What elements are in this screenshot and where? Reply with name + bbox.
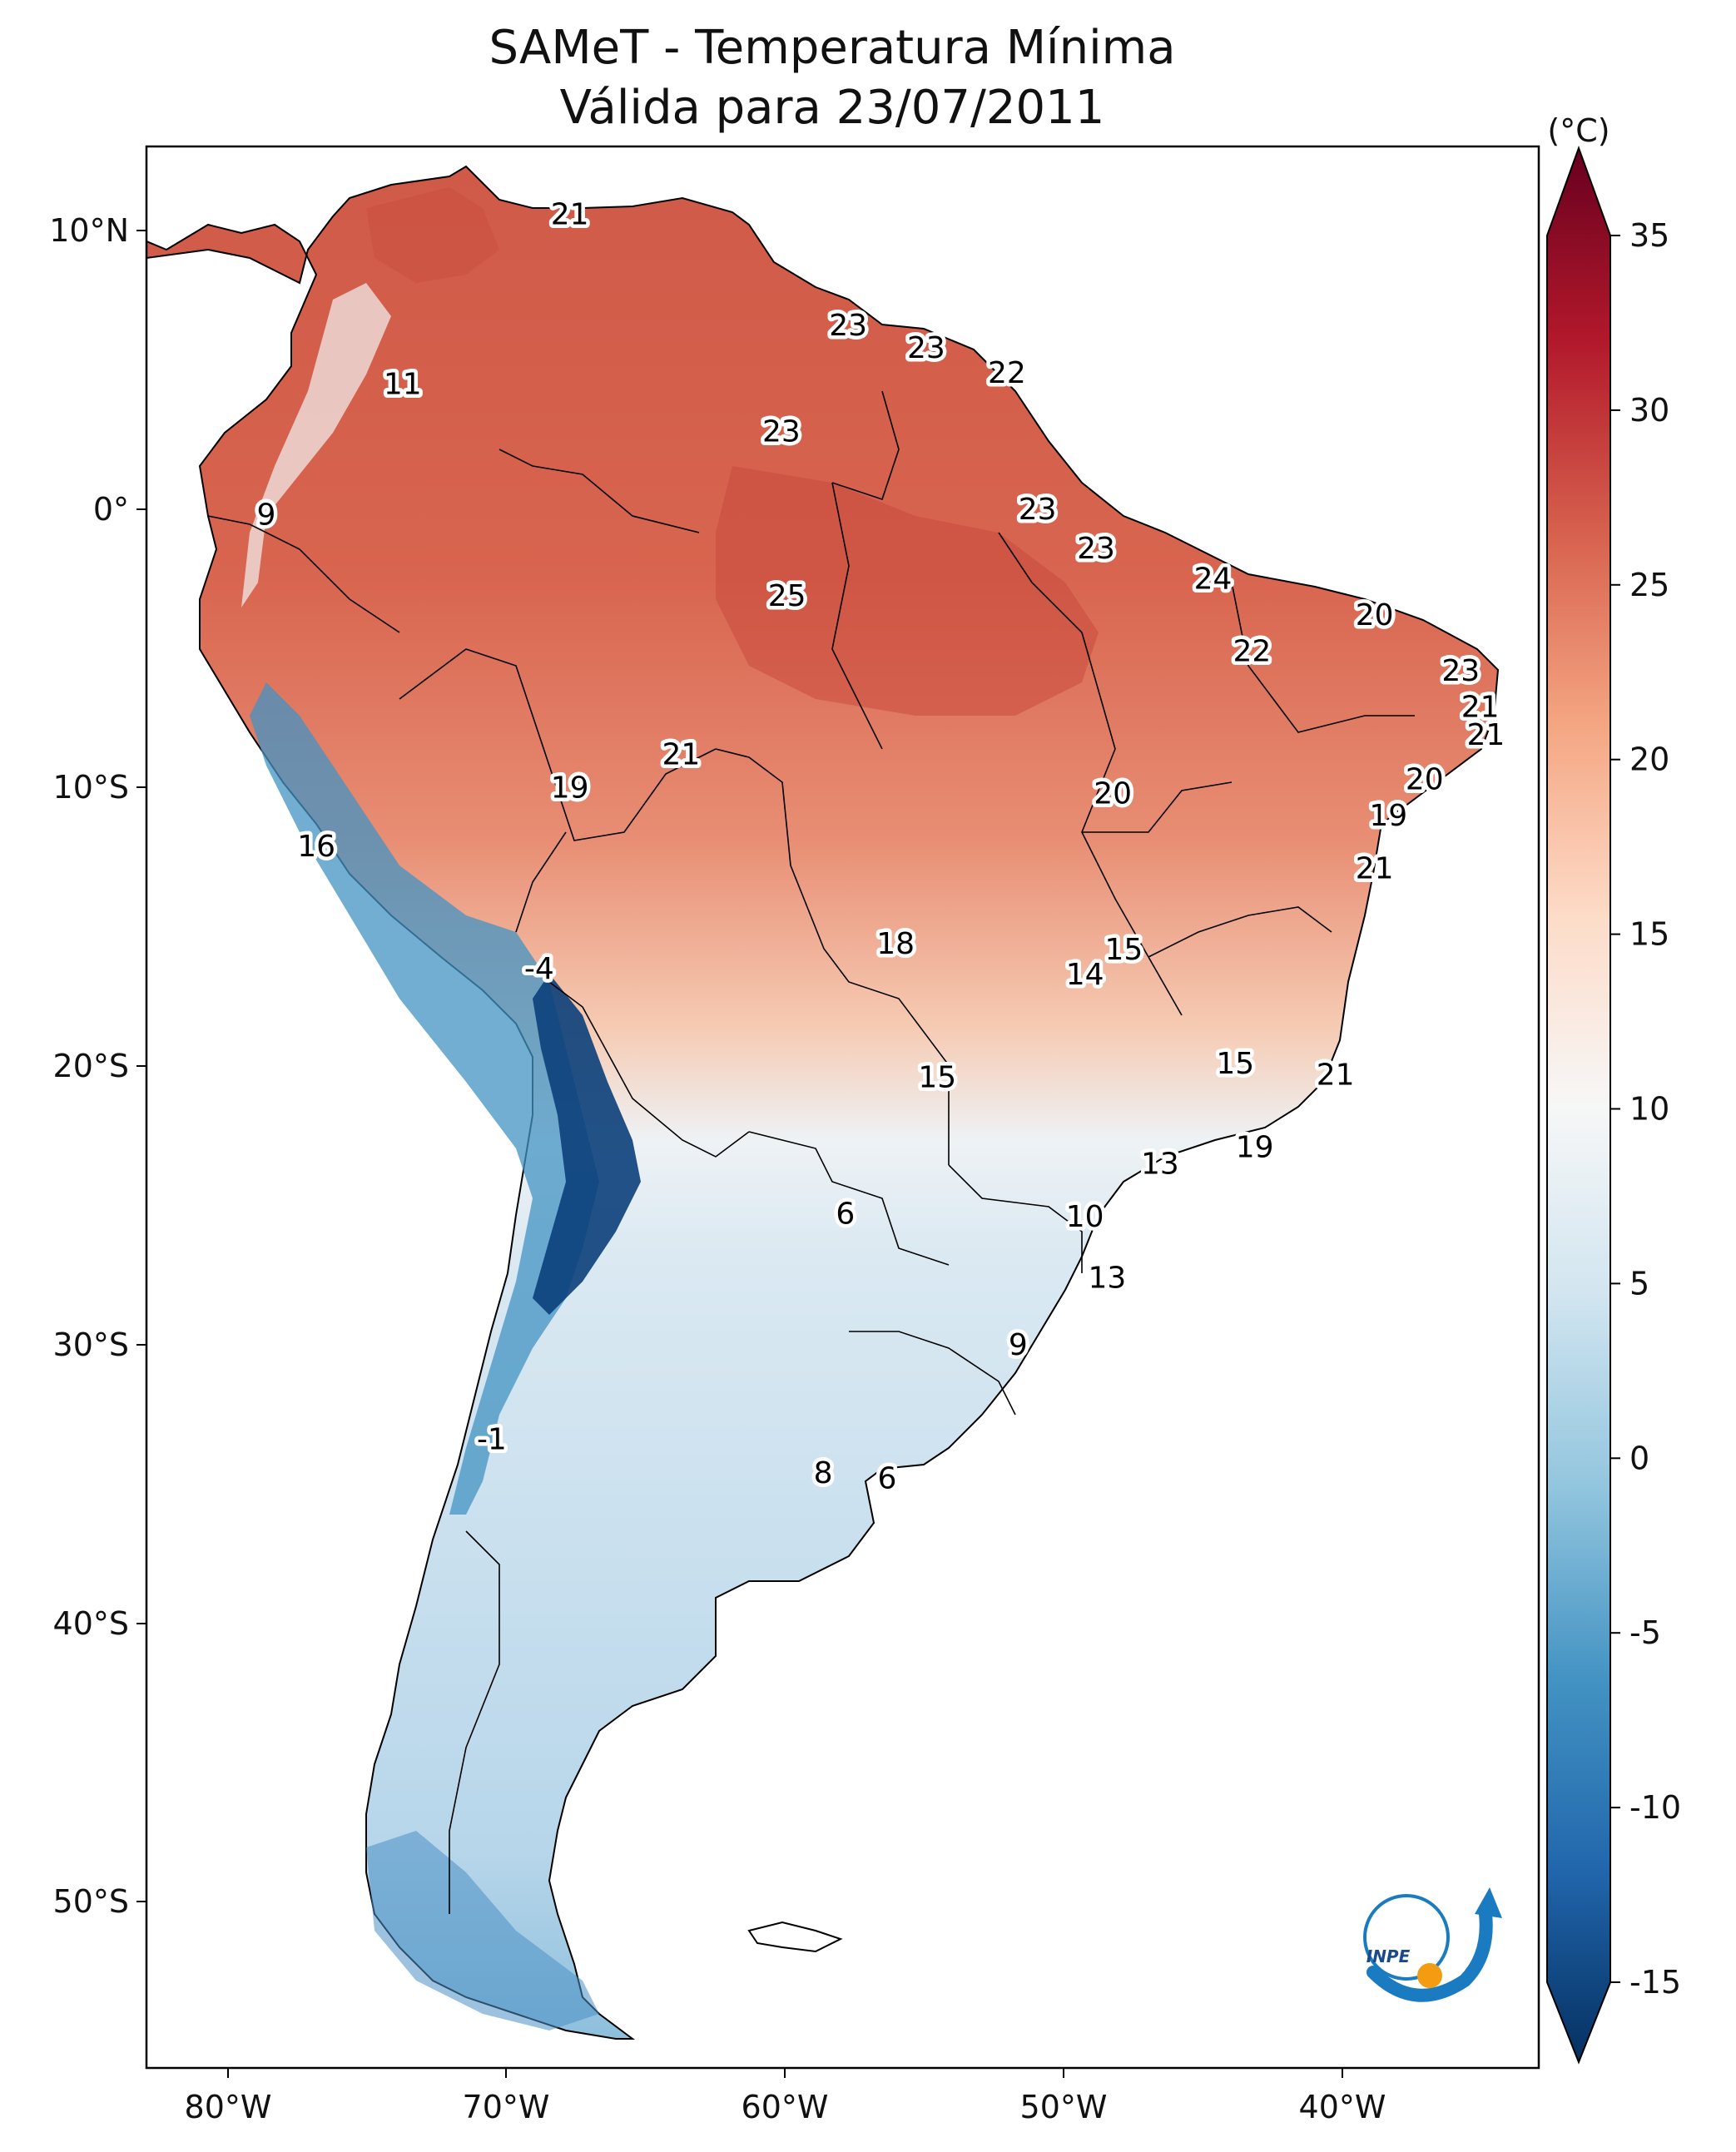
- station-label: 19: [1236, 1130, 1274, 1164]
- station-label: 9: [1009, 1328, 1028, 1362]
- station-label: 14: [1066, 958, 1104, 992]
- colorbar-tick-label: -10: [1629, 1789, 1681, 1826]
- station-label: 23: [829, 309, 867, 343]
- lat-tick-0: 0°: [93, 491, 129, 528]
- logo-dot-icon: [1417, 1963, 1442, 1988]
- station-label: -1: [477, 1423, 507, 1457]
- station-label: 23: [1077, 532, 1115, 566]
- islands-south-atlantic: [747, 1921, 843, 1953]
- station-label: 20: [1406, 763, 1444, 797]
- station-label: 10: [1066, 1200, 1104, 1234]
- north-andes-cool: [241, 283, 391, 607]
- station-label: 21: [551, 197, 589, 231]
- station-label: 6: [878, 1462, 897, 1496]
- station-label: 13: [1141, 1147, 1179, 1181]
- lat-tick-30s: 30°S: [53, 1326, 129, 1363]
- station-label: 21: [1356, 852, 1394, 886]
- station-label: 25: [768, 579, 806, 613]
- colorbar-tick-label: 10: [1629, 1091, 1669, 1128]
- andes-frigid-core: [533, 974, 641, 1315]
- country-borders: [207, 390, 1415, 1914]
- station-label: 15: [1216, 1047, 1254, 1081]
- lat-tick-10s: 10°S: [53, 769, 129, 806]
- logo-arc-icon: [1366, 1907, 1493, 2002]
- colorbar: (°C) 35 30 25 20 15 10 5 0 -5 -10 -15: [1546, 112, 1681, 2065]
- station-label: 15: [1104, 933, 1143, 967]
- station-label: 22: [988, 356, 1026, 390]
- station-label: 22: [1233, 635, 1271, 669]
- colorbar-ticks: 35 30 25 20 15 10 5 0 -5 -10 -15: [1610, 217, 1681, 2001]
- station-label: 23: [762, 414, 801, 449]
- station-label: 13: [1088, 1262, 1126, 1296]
- colorbar-tick-label: 35: [1629, 217, 1669, 254]
- station-label: 15: [918, 1061, 956, 1095]
- patagonia-cold: [366, 1831, 599, 2031]
- colorbar-tick-label: 20: [1629, 741, 1669, 778]
- title-line-2: Válida para 23/07/2011: [560, 81, 1105, 135]
- lon-tick-60w: 60°W: [742, 2089, 829, 2125]
- logo-text: INPE: [1366, 1946, 1411, 1966]
- warm-region: [716, 466, 1099, 716]
- andes-cold-band: [250, 682, 599, 1515]
- colorbar-tick-label: 30: [1629, 392, 1669, 429]
- colorbar-unit-label: (°C): [1547, 112, 1610, 149]
- station-label: 20: [1356, 598, 1394, 632]
- station-label: 23: [907, 331, 945, 365]
- station-label: 11: [384, 367, 422, 401]
- map-frame: [145, 145, 1540, 2070]
- warm-region-north: [366, 187, 499, 283]
- lat-tick-10n: 10°N: [49, 212, 129, 249]
- station-label: 21: [1461, 691, 1500, 725]
- station-label: 9: [256, 498, 275, 533]
- station-label: 8: [814, 1456, 833, 1490]
- colorbar-tick-label: 15: [1629, 916, 1669, 953]
- colorbar-bar: [1546, 146, 1611, 2065]
- longitude-axis: 80°W 70°W 60°W 50°W 40°W: [185, 2068, 1386, 2125]
- station-label: 6: [836, 1197, 855, 1232]
- station-label: 19: [1369, 799, 1407, 833]
- logo-arrow-icon: [1475, 1887, 1502, 1918]
- lat-tick-20s: 20°S: [53, 1048, 129, 1084]
- station-label: 18: [876, 927, 915, 961]
- lon-tick-70w: 70°W: [463, 2089, 550, 2125]
- station-label: 21: [1466, 718, 1505, 752]
- title-line-1: SAMeT - Temperatura Mínima: [489, 21, 1175, 75]
- colorbar-tick-label: -15: [1629, 1964, 1681, 2001]
- colorbar-tick-label: 25: [1629, 567, 1669, 603]
- latitude-axis: 10°N 0° 10°S 20°S 30°S 40°S 50°S: [49, 212, 146, 1920]
- station-label: 19: [551, 771, 589, 806]
- lon-tick-80w: 80°W: [185, 2089, 272, 2125]
- colorbar-tick-label: 0: [1629, 1440, 1649, 1476]
- lon-tick-50w: 50°W: [1020, 2089, 1108, 2125]
- south-america-landmass: [146, 165, 1500, 2040]
- lon-tick-40w: 40°W: [1299, 2089, 1386, 2125]
- lat-tick-40s: 40°S: [53, 1605, 129, 1642]
- station-label: 21: [662, 738, 700, 772]
- station-label: 23: [1019, 493, 1057, 527]
- colorbar-tick-label: 5: [1629, 1265, 1649, 1302]
- colorbar-tick-label: -5: [1629, 1614, 1661, 1651]
- station-label: 21: [1317, 1058, 1355, 1092]
- station-label: -4: [524, 952, 554, 986]
- station-label: 20: [1094, 776, 1132, 811]
- station-label: 16: [297, 830, 335, 864]
- lat-tick-50s: 50°S: [53, 1883, 129, 1920]
- inpe-logo: INPE: [1363, 1887, 1502, 2002]
- station-label: 23: [1441, 654, 1480, 688]
- station-label: 24: [1194, 563, 1233, 597]
- map-area: [146, 165, 1500, 2040]
- logo-ring: [1363, 1894, 1450, 1981]
